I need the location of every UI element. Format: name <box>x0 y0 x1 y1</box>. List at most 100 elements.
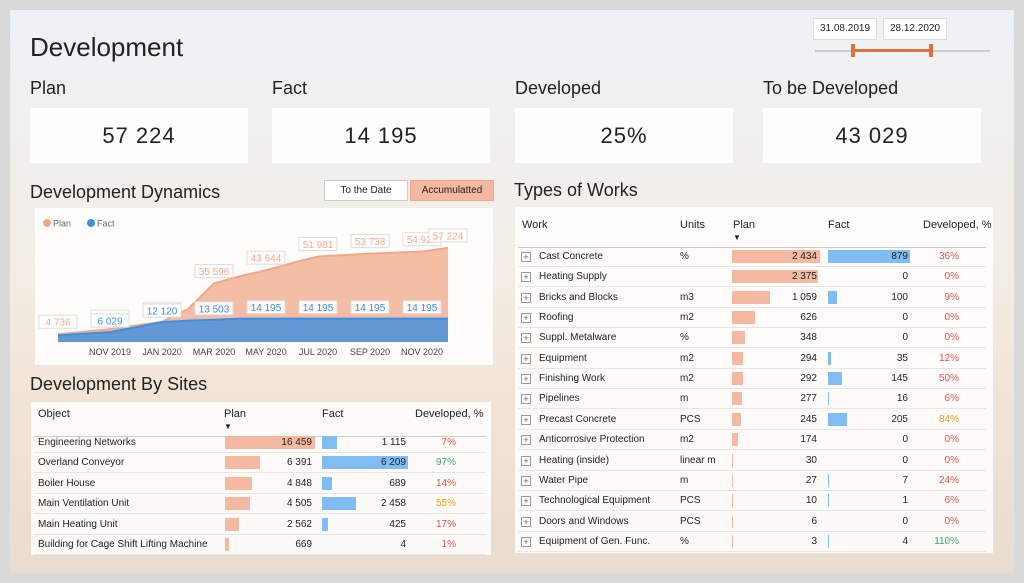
expand-icon[interactable]: + <box>521 313 531 324</box>
plan-bar <box>225 517 239 531</box>
row-rule <box>518 266 986 267</box>
row-units: linear m <box>680 454 716 466</box>
column-header: Object <box>38 408 70 420</box>
row-units: PCS <box>680 413 701 425</box>
developed-value: 7% <box>441 437 456 448</box>
page-title: Development <box>30 32 184 62</box>
toggle-button[interactable]: To the Date <box>324 180 408 201</box>
fact-bar <box>828 392 830 406</box>
expand-icon[interactable]: + <box>521 292 531 303</box>
row-units: % <box>680 251 689 262</box>
developed-value: 0% <box>944 312 959 324</box>
row-name: Roofing <box>539 312 574 324</box>
row-rule <box>518 510 986 512</box>
expand-icon[interactable]: + <box>521 516 531 527</box>
row-rule <box>34 533 486 535</box>
row-units: m2 <box>680 312 694 324</box>
data-label: 4 736 <box>45 318 70 329</box>
expand-icon[interactable]: + <box>521 374 531 385</box>
data-label: 12 120 <box>147 307 178 318</box>
row-rule <box>34 472 486 474</box>
row-name: Overland Conveyor <box>38 457 125 469</box>
row-rule <box>518 550 986 552</box>
row-rule <box>34 492 486 494</box>
slider-handle[interactable] <box>851 44 855 57</box>
data-label: 14 195 <box>251 303 282 314</box>
row-name: Technological Equipment <box>539 495 651 507</box>
row-rule <box>34 554 486 555</box>
plan-value: 3 <box>811 535 817 547</box>
sites-panel <box>31 402 491 555</box>
column-header: Plan <box>224 408 247 420</box>
row-rule <box>518 408 986 410</box>
plan-value: 348 <box>800 332 817 344</box>
expand-icon[interactable]: + <box>521 353 531 364</box>
label-box <box>246 250 286 265</box>
plan-value: 4 848 <box>286 477 312 489</box>
developed-value: 6% <box>944 495 959 507</box>
area <box>58 318 448 342</box>
slider-range <box>853 49 931 52</box>
row-name: Cast Concrete <box>539 251 603 262</box>
plan-value: 30 <box>805 454 817 466</box>
developed-value: 0% <box>944 271 959 283</box>
fact-value: 0 <box>902 312 908 324</box>
plan-value: 2 375 <box>791 271 817 283</box>
column-header: Fact <box>828 219 850 231</box>
expand-icon[interactable]: + <box>521 475 531 486</box>
date-to[interactable]: 28.12.2020 <box>883 18 947 40</box>
expand-icon[interactable]: + <box>521 333 531 344</box>
expand-icon[interactable]: + <box>521 435 531 446</box>
plan-bar <box>732 412 741 426</box>
fact-value: 0 <box>902 271 908 283</box>
plan-value: 245 <box>800 413 817 425</box>
expand-icon[interactable]: + <box>521 272 531 283</box>
label-box <box>90 313 130 328</box>
row-rule <box>518 286 986 288</box>
plan-bar <box>732 351 743 365</box>
fact-value: 0 <box>902 515 908 527</box>
row-units: % <box>680 332 689 344</box>
row-units: m2 <box>680 373 694 385</box>
row-units: PCS <box>680 495 701 507</box>
row-rule <box>518 469 986 471</box>
x-tick-label: SEP 2020 <box>350 347 390 357</box>
row-name: Suppl. Metalware <box>539 332 617 344</box>
expand-icon[interactable]: + <box>521 414 531 425</box>
section-title: Development Dynamics <box>30 182 221 202</box>
row-rule <box>518 347 986 349</box>
slider-handle[interactable] <box>929 44 933 57</box>
row-name: Bricks and Blocks <box>539 291 618 303</box>
row-rule <box>518 306 986 308</box>
fact-value: 6 209 <box>380 457 406 469</box>
expand-icon[interactable]: + <box>521 496 531 507</box>
developed-value: 0% <box>944 332 959 344</box>
fact-bar <box>322 517 328 531</box>
date-from[interactable]: 31.08.2019 <box>813 18 877 40</box>
fact-value: 1 115 <box>381 437 406 448</box>
fact-bar <box>828 250 910 263</box>
expand-icon[interactable]: + <box>521 455 531 466</box>
plan-value: 4 505 <box>286 498 312 510</box>
label-box <box>402 300 442 315</box>
label-box <box>246 300 286 315</box>
row-rule <box>518 428 986 430</box>
expand-icon[interactable]: + <box>521 252 531 262</box>
expand-icon[interactable]: + <box>521 394 531 405</box>
row-name: Boiler House <box>38 477 96 489</box>
toggle-button[interactable]: Accumulatted <box>410 180 494 201</box>
data-label: 51 981 <box>303 240 334 251</box>
plan-bar <box>225 538 229 551</box>
x-tick-label: NOV 2020 <box>401 347 443 357</box>
data-label: 57 224 <box>433 231 464 242</box>
plan-bar <box>732 270 818 284</box>
plan-value: 294 <box>800 352 817 364</box>
x-tick-label: MAY 2020 <box>245 347 286 357</box>
developed-value: 97% <box>435 457 456 469</box>
kpi-card: 14 195 <box>272 108 490 163</box>
expand-icon[interactable]: + <box>521 536 531 547</box>
kpi-label: Plan <box>30 78 67 98</box>
row-name: Main Ventilation Unit <box>38 498 130 510</box>
fact-value: 2 458 <box>380 498 406 510</box>
